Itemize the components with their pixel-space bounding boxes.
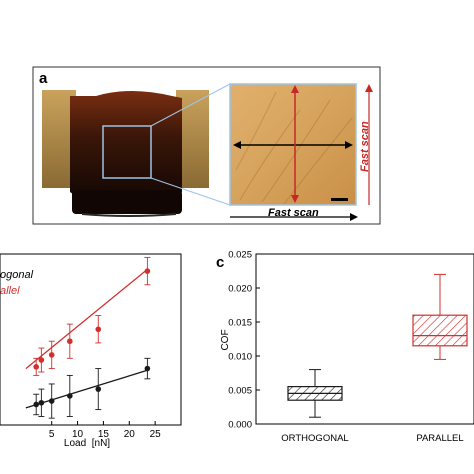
data-point-parallel [33, 364, 39, 370]
sample-image [42, 83, 231, 217]
panel-a: a [32, 66, 381, 225]
panel-b-xlabel: Load [nN] [64, 438, 110, 449]
data-point-parallel [95, 326, 102, 333]
panel-c: c COF 0.000 0.005 0.010 0.015 0.020 0.025 ORT… [216, 250, 474, 444]
y-tick-label-3: 0.015 [228, 318, 252, 329]
legend-orthogonal: ogonal [0, 269, 34, 281]
panel-a-letter: a [39, 70, 48, 87]
category-label-orthogonal: ORTHOGONAL [281, 433, 348, 444]
x-tick-label-4: 25 [150, 429, 162, 440]
y-tick-label-4: 0.020 [228, 284, 252, 295]
data-point-orthogonal [67, 393, 73, 399]
data-point-parallel [144, 268, 151, 274]
data-point-orthogonal [38, 399, 45, 406]
fast-scan-vertical: Fast scan [359, 84, 373, 205]
x-tick-label-2: 15 [98, 429, 110, 440]
panel-c-ylabel: COF [220, 329, 231, 350]
zoom-region-box [102, 125, 152, 179]
afm-zoom-image [229, 83, 357, 206]
data-point-orthogonal [95, 386, 102, 392]
data-point-orthogonal [144, 365, 151, 372]
fast-scan-v-label: Fast scan [359, 121, 371, 172]
category-label-parallel: PARALLEL [416, 433, 463, 444]
x-tick-label-0: 5 [49, 429, 55, 440]
fit-line-parallel [25, 268, 148, 370]
panel-c-letter: c [216, 254, 224, 271]
fast-scan-horizontal: Fast scan [230, 207, 358, 221]
legend-parallel: allel [0, 285, 20, 297]
data-point-parallel [48, 352, 55, 358]
y-tick-label-5: 0.025 [228, 250, 252, 261]
data-point-parallel [67, 338, 73, 345]
panel-c-axes-frame [255, 253, 474, 425]
x-tick-label-3: 20 [124, 429, 136, 440]
box-parallel [412, 314, 468, 347]
x-tick-label-1: 10 [72, 429, 84, 440]
data-point-orthogonal [48, 398, 55, 404]
fast-scan-h-label: Fast scan [268, 207, 319, 219]
y-tick-label-1: 0.005 [228, 386, 252, 397]
y-tick-label-2: 0.010 [228, 352, 252, 363]
panel-b-axes-frame [0, 253, 182, 426]
panel-b: ogonal allel Load [nN] 5 10 15 20 25 [0, 253, 182, 449]
fit-line-orthogonal [25, 369, 148, 409]
y-tick-label-0: 0.000 [228, 420, 252, 431]
data-point-orthogonal [33, 401, 39, 408]
data-point-parallel [38, 357, 45, 363]
